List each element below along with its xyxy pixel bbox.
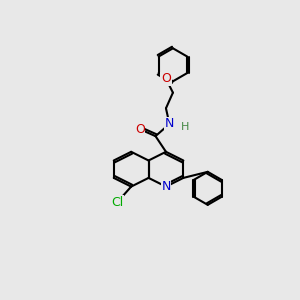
Text: H: H [181, 122, 189, 132]
Text: N: N [161, 180, 171, 193]
Text: O: O [161, 72, 171, 85]
Text: N: N [165, 118, 174, 130]
Text: O: O [135, 123, 145, 136]
Text: Cl: Cl [111, 196, 123, 209]
